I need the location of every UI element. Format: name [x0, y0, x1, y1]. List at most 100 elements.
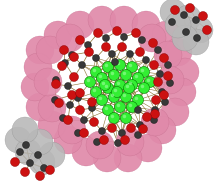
- Circle shape: [161, 98, 189, 126]
- Circle shape: [97, 73, 107, 84]
- Circle shape: [138, 24, 166, 52]
- Circle shape: [46, 166, 54, 174]
- Circle shape: [120, 70, 132, 81]
- Circle shape: [129, 104, 132, 107]
- Circle shape: [164, 61, 171, 68]
- Circle shape: [127, 50, 133, 57]
- Circle shape: [158, 88, 166, 95]
- Circle shape: [99, 128, 105, 135]
- Circle shape: [154, 41, 182, 69]
- Circle shape: [151, 109, 159, 119]
- Circle shape: [39, 142, 65, 168]
- Circle shape: [141, 108, 169, 136]
- Circle shape: [120, 91, 132, 102]
- Circle shape: [102, 83, 113, 94]
- Circle shape: [23, 142, 30, 149]
- Circle shape: [132, 11, 160, 39]
- Circle shape: [127, 123, 135, 132]
- Circle shape: [20, 167, 30, 177]
- Circle shape: [148, 39, 158, 47]
- Circle shape: [150, 60, 158, 70]
- Circle shape: [61, 60, 69, 67]
- Circle shape: [117, 82, 120, 85]
- Circle shape: [132, 29, 140, 37]
- Circle shape: [123, 72, 126, 75]
- Circle shape: [115, 139, 122, 146]
- Circle shape: [145, 77, 156, 88]
- Circle shape: [58, 116, 86, 144]
- Circle shape: [102, 105, 113, 115]
- Circle shape: [102, 82, 105, 85]
- Circle shape: [26, 93, 54, 121]
- Circle shape: [54, 98, 64, 108]
- Circle shape: [156, 66, 184, 94]
- Circle shape: [36, 36, 64, 64]
- Circle shape: [151, 106, 158, 114]
- Circle shape: [99, 97, 102, 100]
- Circle shape: [123, 83, 135, 94]
- Circle shape: [202, 26, 212, 35]
- Circle shape: [64, 115, 72, 125]
- Circle shape: [97, 94, 107, 105]
- Circle shape: [159, 91, 168, 99]
- Circle shape: [112, 26, 122, 36]
- Circle shape: [86, 131, 114, 159]
- Circle shape: [163, 71, 173, 81]
- Circle shape: [56, 24, 84, 52]
- Circle shape: [15, 139, 41, 165]
- Circle shape: [76, 105, 84, 115]
- Circle shape: [64, 83, 71, 90]
- Circle shape: [5, 127, 31, 153]
- Circle shape: [74, 129, 82, 136]
- Circle shape: [59, 115, 66, 122]
- Circle shape: [51, 97, 59, 104]
- Circle shape: [120, 136, 130, 145]
- Circle shape: [69, 73, 79, 81]
- Circle shape: [117, 43, 127, 51]
- Circle shape: [90, 87, 102, 98]
- Circle shape: [100, 136, 108, 145]
- Circle shape: [59, 46, 69, 54]
- Circle shape: [134, 134, 162, 162]
- Circle shape: [111, 72, 114, 75]
- Circle shape: [135, 132, 141, 139]
- Circle shape: [74, 94, 82, 101]
- Circle shape: [164, 38, 192, 66]
- Circle shape: [89, 118, 99, 126]
- Circle shape: [138, 125, 148, 133]
- Circle shape: [166, 80, 174, 87]
- Circle shape: [79, 61, 85, 68]
- Circle shape: [54, 126, 82, 154]
- Circle shape: [41, 164, 48, 171]
- Circle shape: [151, 95, 161, 105]
- Circle shape: [66, 101, 74, 108]
- Circle shape: [35, 152, 41, 159]
- Circle shape: [123, 115, 126, 118]
- Circle shape: [79, 129, 89, 138]
- Circle shape: [135, 47, 145, 57]
- Circle shape: [127, 101, 138, 112]
- Circle shape: [112, 59, 118, 66]
- Circle shape: [141, 69, 144, 72]
- Circle shape: [53, 77, 59, 84]
- Circle shape: [136, 122, 143, 129]
- Circle shape: [111, 115, 114, 118]
- Circle shape: [108, 91, 120, 102]
- Circle shape: [111, 94, 114, 97]
- Circle shape: [100, 80, 110, 91]
- Circle shape: [153, 77, 163, 87]
- Circle shape: [90, 67, 102, 77]
- Circle shape: [105, 107, 108, 110]
- Circle shape: [143, 112, 151, 122]
- Circle shape: [108, 70, 120, 81]
- Circle shape: [114, 89, 117, 92]
- Circle shape: [92, 54, 100, 61]
- Circle shape: [105, 64, 108, 67]
- Circle shape: [117, 104, 120, 107]
- Circle shape: [69, 53, 79, 61]
- Circle shape: [93, 89, 96, 92]
- Circle shape: [94, 139, 100, 146]
- Circle shape: [117, 62, 120, 65]
- Circle shape: [36, 171, 44, 180]
- Circle shape: [199, 12, 207, 20]
